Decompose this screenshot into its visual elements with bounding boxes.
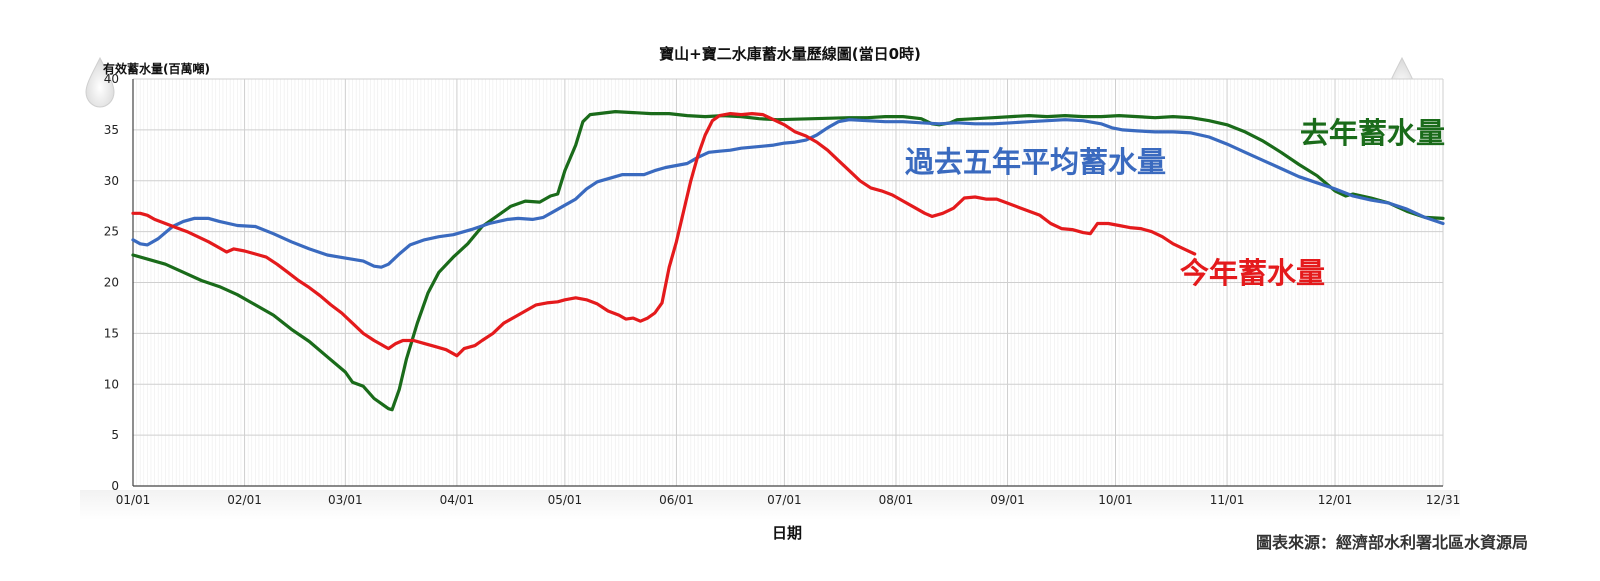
chart-title: 寶山+寶二水庫蓄水量歷線圖(當日0時) [659, 45, 921, 63]
series-line-last-year [131, 109, 1445, 412]
y-tick-label: 5 [111, 428, 119, 442]
x-tick-labels: 01/01 02/01 03/01 04/01 05/01 06/01 07/01 08/01… [116, 493, 1461, 507]
water-drop-left-icon [85, 56, 115, 108]
x-tick-label: 06/01 [659, 493, 694, 507]
y-tick-label: 40 [104, 72, 119, 86]
x-axis-label: 日期 [772, 524, 802, 542]
y-tick-labels: 0 5 10 15 20 25 30 35 40 [104, 72, 119, 493]
x-tick-label: 11/01 [1210, 493, 1245, 507]
series-lines [131, 109, 1445, 412]
series-label-this-year: 今年蓄水量 [1180, 256, 1325, 290]
x-tick-label: 09/01 [990, 493, 1025, 507]
y-tick-label: 15 [104, 326, 119, 340]
series-label-five-year-average: 過去五年平均蓄水量 [905, 145, 1166, 179]
x-tick-label: 08/01 [879, 493, 914, 507]
x-tick-label: 07/01 [767, 493, 802, 507]
y-tick-label: 35 [104, 123, 119, 137]
y-tick-label: 10 [104, 377, 119, 391]
x-tick-label: 10/01 [1098, 493, 1133, 507]
x-tick-label: 05/01 [548, 493, 583, 507]
y-axis-label: 有效蓄水量(百萬噸) [103, 61, 210, 76]
series-line-five-year-average [131, 118, 1445, 269]
axes [132, 79, 1443, 487]
y-tick-label: 0 [111, 479, 119, 493]
series-line-this-year [131, 111, 1197, 358]
x-tick-label: 04/01 [440, 493, 475, 507]
x-tick-label: 12/31 [1426, 493, 1461, 507]
x-tick-label: 03/01 [328, 493, 363, 507]
x-tick-label: 01/01 [116, 493, 151, 507]
y-tick-label: 30 [104, 174, 119, 188]
plot-floor-band [80, 490, 1460, 520]
chart-source: 圖表來源：經濟部水利署北區水資源局 [1256, 533, 1528, 552]
y-tick-label: 20 [104, 276, 119, 290]
series-label-last-year: 去年蓄水量 [1300, 116, 1445, 150]
x-tick-label: 12/01 [1318, 493, 1353, 507]
x-tick-label: 02/01 [227, 493, 262, 507]
y-tick-label: 25 [104, 225, 119, 239]
